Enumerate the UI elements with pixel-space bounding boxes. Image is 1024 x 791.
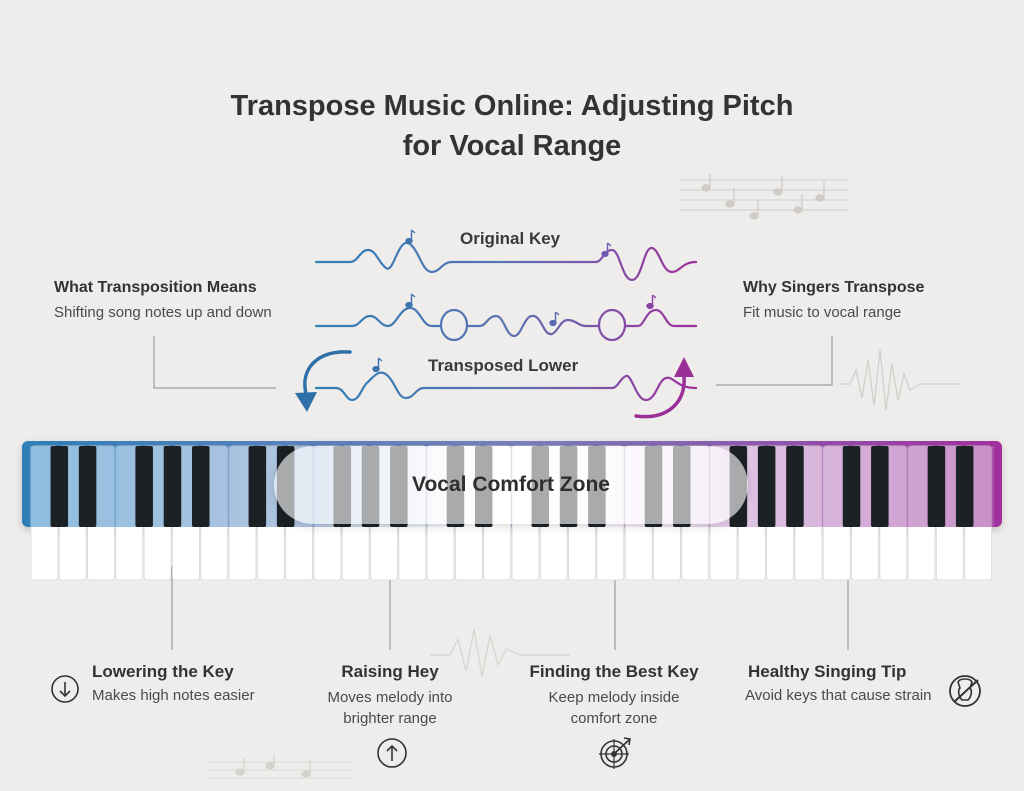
left-panel-description: Shifting song notes up and down [54, 304, 272, 321]
music-note-icon [372, 357, 383, 373]
healthy-tip-title: Healthy Singing Tip [748, 662, 907, 681]
faint-staff-top [680, 174, 848, 220]
black-key [248, 446, 267, 527]
arrow-down-circle-icon [51, 675, 79, 703]
faint-waveform-right [840, 349, 960, 411]
original-key-label: Original Key [460, 229, 561, 248]
lowering-key-description: Makes high notes easier [92, 687, 255, 704]
black-key [191, 446, 210, 527]
right-panel-title: Why Singers Transpose [743, 279, 925, 296]
page-title: Transpose Music Online: Adjusting Pitch … [230, 90, 794, 162]
middle-wave [314, 306, 698, 338]
transposed-lower-label: Transposed Lower [428, 356, 579, 375]
black-key [927, 446, 946, 527]
black-key [842, 446, 861, 527]
music-note-icon [549, 311, 560, 327]
left-connector [153, 336, 276, 389]
wave-loop-1 [439, 308, 469, 342]
transposed-lower-wave [314, 371, 698, 402]
music-note-icon [405, 229, 416, 245]
black-key [78, 446, 97, 527]
healthy-tip-description: Avoid keys that cause strain [745, 687, 932, 704]
black-key [135, 446, 153, 527]
arrow-up-circle-icon [377, 738, 407, 768]
best-key-title: Finding the Best Key [529, 662, 699, 681]
right-connector [716, 336, 833, 386]
music-note-icon [646, 294, 657, 310]
vocal-comfort-zone: Vocal Comfort Zone [274, 446, 748, 524]
black-key [163, 446, 182, 527]
original-key-wave [314, 241, 698, 282]
right-panel-description: Fit music to vocal range [743, 304, 902, 321]
black-key [757, 446, 776, 527]
raising-key-description: Moves melody into brighter range [327, 689, 453, 727]
left-panel-title: What Transposition Means [54, 279, 257, 296]
curved-arrow-up-icon [634, 357, 694, 419]
music-note-icons [372, 229, 657, 373]
no-strain-icon [949, 675, 981, 707]
music-note-icon [601, 242, 612, 258]
wave-loop-2 [597, 308, 627, 342]
faint-staff-bottom [210, 754, 350, 779]
raising-key-title: Raising Hey [341, 662, 439, 681]
curved-arrow-down-icon [295, 350, 352, 412]
black-key [871, 446, 889, 527]
black-key [955, 446, 974, 527]
best-key-description: Keep melody inside comfort zone [548, 689, 680, 727]
music-note-icon [405, 293, 416, 309]
black-key [786, 446, 804, 527]
black-key [50, 446, 69, 527]
target-icon [599, 737, 631, 769]
faint-waveform-bottom [430, 628, 570, 678]
lowering-key-title: Lowering the Key [92, 662, 234, 681]
